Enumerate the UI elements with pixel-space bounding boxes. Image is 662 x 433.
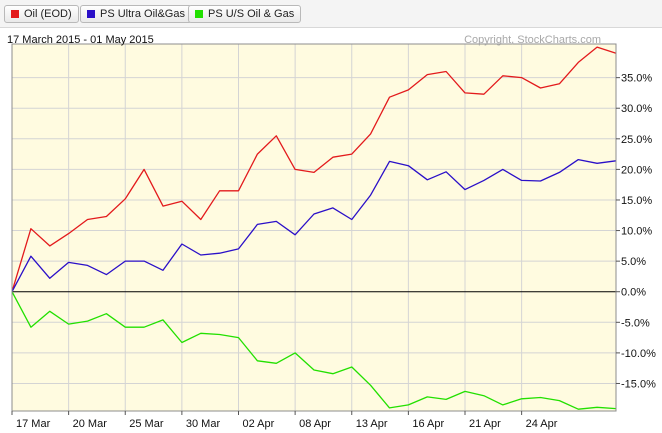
legend-item-ultrashort[interactable]: PS U/S Oil & Gas bbox=[188, 5, 302, 23]
copyright-label: Copyright, StockCharts.com bbox=[464, 34, 601, 46]
x-tick-label: 13 Apr bbox=[356, 418, 388, 430]
legend-label-ultra: PS Ultra Oil&Gas bbox=[100, 8, 185, 20]
x-tick-label: 16 Apr bbox=[412, 418, 444, 430]
y-tick-label: 25.0% bbox=[621, 134, 652, 146]
x-tick-label: 17 Mar bbox=[16, 418, 51, 430]
series-line-2 bbox=[11, 291, 617, 410]
series-line-0 bbox=[11, 46, 617, 292]
y-tick-label: 5.0% bbox=[621, 256, 646, 268]
y-tick-label: 10.0% bbox=[621, 226, 652, 238]
x-tick-label: 25 Mar bbox=[129, 418, 164, 430]
legend-item-oil[interactable]: Oil (EOD) bbox=[4, 5, 79, 23]
x-tick-label: 02 Apr bbox=[243, 418, 275, 430]
y-axis: 35.0% 30.0% 25.0% 20.0% 15.0% 10.0% 5.0% 0.0% -5… bbox=[616, 73, 656, 390]
negative-region-fill bbox=[12, 291, 616, 411]
y-tick-label: 15.0% bbox=[621, 195, 652, 207]
performance-chart: 35.0% 30.0% 25.0% 20.0% 15.0% 10.0% 5.0% 0.0% -5… bbox=[7, 34, 656, 430]
y-tick-label: 0.0% bbox=[621, 287, 646, 299]
x-tick-label: 30 Mar bbox=[186, 418, 221, 430]
legend-bar: Oil (EOD) PS Ultra Oil&Gas PS U/S Oil & … bbox=[0, 0, 662, 28]
series-line-1 bbox=[11, 158, 617, 293]
plot-frame bbox=[11, 43, 617, 412]
positive-region-fill bbox=[12, 44, 616, 292]
x-axis: 17 Mar 20 Mar 25 Mar 30 Mar 02 Apr 08 Apr 13 A… bbox=[11, 411, 558, 430]
y-tick-label: 35.0% bbox=[621, 73, 652, 85]
series-layer bbox=[11, 46, 617, 410]
date-range-label: 17 March 2015 - 01 May 2015 bbox=[7, 34, 154, 46]
legend-swatch-ultra bbox=[87, 10, 95, 18]
legend-swatch-ultrashort bbox=[195, 10, 203, 18]
legend-swatch-oil bbox=[11, 10, 19, 18]
y-tick-label: -5.0% bbox=[621, 317, 650, 329]
legend-label-ultrashort: PS U/S Oil & Gas bbox=[208, 8, 295, 20]
x-tick-label: 21 Apr bbox=[469, 418, 501, 430]
x-tick-label: 24 Apr bbox=[526, 418, 558, 430]
y-tick-label: -10.0% bbox=[621, 348, 656, 360]
y-tick-label: -15.0% bbox=[621, 378, 656, 390]
legend-item-ultra[interactable]: PS Ultra Oil&Gas bbox=[80, 5, 192, 23]
y-tick-label: 20.0% bbox=[621, 164, 652, 176]
x-tick-label: 08 Apr bbox=[299, 418, 331, 430]
x-tick-label: 20 Mar bbox=[73, 418, 108, 430]
legend-label-oil: Oil (EOD) bbox=[24, 8, 72, 20]
y-tick-label: 30.0% bbox=[621, 103, 652, 115]
